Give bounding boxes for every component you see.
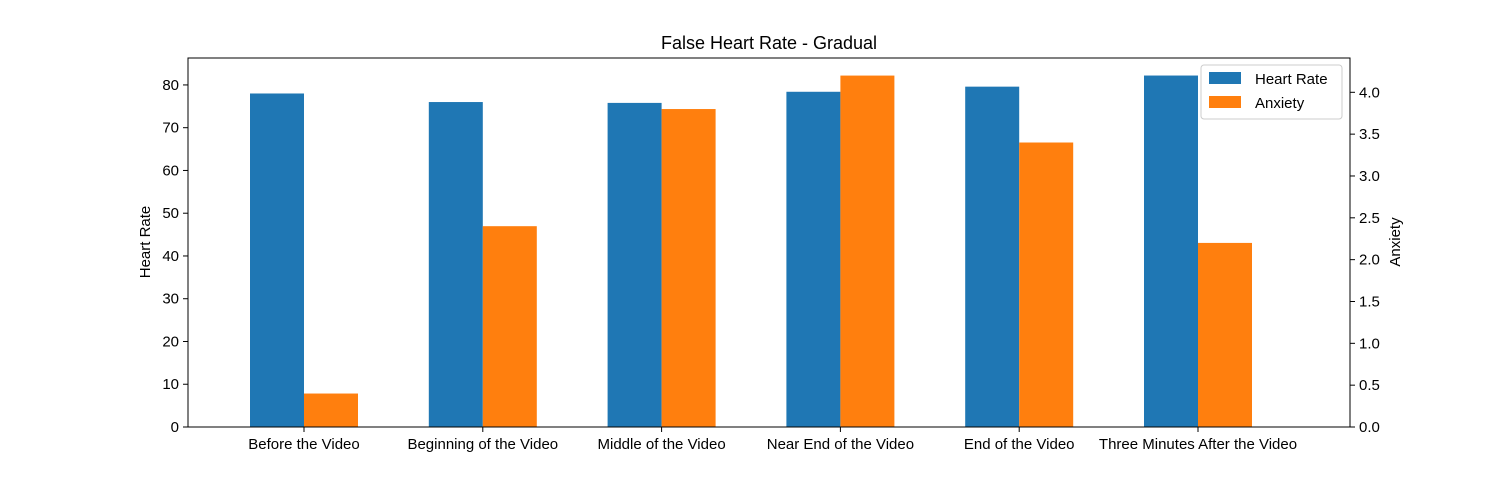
y2-axis-label: Anxiety bbox=[1387, 217, 1404, 267]
x-tick-label: Three Minutes After the Video bbox=[1099, 436, 1297, 453]
x-tick-label: End of the Video bbox=[964, 436, 1075, 453]
bar-heart-rate bbox=[965, 86, 1020, 428]
legend: Heart Rate Anxiety bbox=[1200, 64, 1343, 120]
chart-title: False Heart Rate - Gradual bbox=[661, 33, 877, 53]
y2-tick-label: 0.5 bbox=[1359, 377, 1380, 394]
bar-anxiety bbox=[482, 226, 537, 427]
x-tick-label: Near End of the Video bbox=[767, 436, 914, 453]
y-tick-label: 80 bbox=[162, 77, 179, 94]
legend-swatch bbox=[1209, 72, 1241, 84]
bar-heart-rate bbox=[250, 93, 304, 428]
bar-heart-rate bbox=[786, 91, 841, 427]
y-axis-label: Heart Rate bbox=[137, 206, 154, 279]
y-tick-label: 0 bbox=[171, 419, 179, 436]
bar-anxiety bbox=[661, 109, 716, 427]
bar-anxiety bbox=[840, 75, 895, 428]
x-tick-label: Beginning of the Video bbox=[407, 436, 558, 453]
x-tick-label: Before the Video bbox=[248, 436, 359, 453]
y2-tick-label: 3.5 bbox=[1359, 126, 1380, 143]
y-tick-label: 10 bbox=[162, 376, 179, 393]
bar-anxiety bbox=[304, 393, 358, 427]
legend-swatch bbox=[1209, 96, 1241, 108]
legend-label: Anxiety bbox=[1255, 95, 1305, 112]
legend-label: Heart Rate bbox=[1255, 71, 1328, 88]
plot-frame bbox=[187, 57, 1351, 428]
y2-tick-label: 1.5 bbox=[1359, 293, 1380, 310]
bar-heart-rate bbox=[607, 102, 662, 427]
bar-heart-rate bbox=[1144, 75, 1198, 428]
y-tick-label: 50 bbox=[162, 205, 179, 222]
y-tick-label: 20 bbox=[162, 333, 179, 350]
bar-anxiety bbox=[1198, 242, 1252, 427]
y2-tick-label: 0.0 bbox=[1359, 419, 1380, 436]
y2-tick-label: 4.0 bbox=[1359, 84, 1380, 101]
x-tick-label: Middle of the Video bbox=[598, 436, 726, 453]
y-tick-label: 70 bbox=[162, 120, 179, 137]
y2-tick-label: 2.0 bbox=[1359, 252, 1380, 269]
y2-tick-label: 1.0 bbox=[1359, 335, 1380, 352]
y-tick-label: 30 bbox=[162, 291, 179, 308]
y2-tick-label: 2.5 bbox=[1359, 210, 1380, 227]
y2-tick-label: 3.0 bbox=[1359, 168, 1380, 185]
bar-heart-rate bbox=[428, 102, 483, 427]
y-tick-label: 40 bbox=[162, 248, 179, 265]
y-tick-label: 60 bbox=[162, 162, 179, 179]
bar-anxiety bbox=[1019, 142, 1074, 428]
